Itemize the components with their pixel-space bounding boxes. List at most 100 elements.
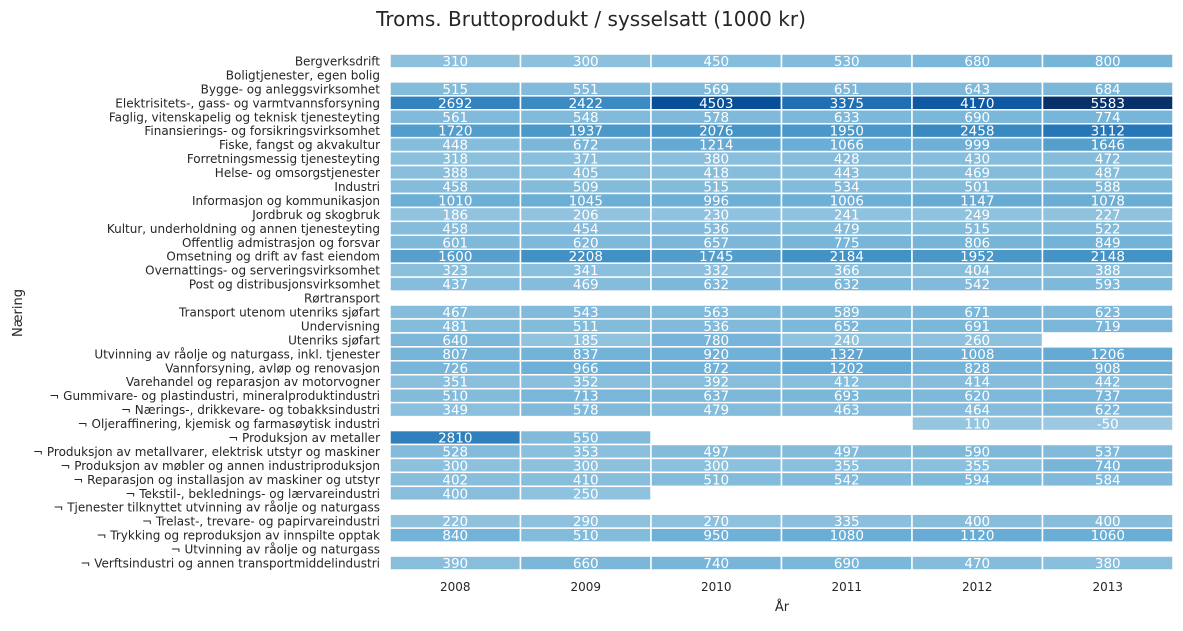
cell-value-label: 1008 [960,347,994,363]
row-tick-label: Finansierings- og forsikringsvirksomhet [144,124,380,138]
cell-value-label: 1206 [1091,347,1125,363]
cell-value-label: 719 [1095,319,1121,335]
cell-value-label: 450 [703,54,729,70]
cell-value-label: 536 [703,221,729,237]
cell-value-label: 410 [573,472,599,488]
row-tick-label: ¬ Reparasjon og installasjon av maskiner… [73,473,380,487]
row-tick-label: ¬ Nærings-, drikkevare- og tobakksindust… [121,403,380,417]
cell-value-label: 672 [573,138,599,154]
cell-value-label: 404 [964,263,990,279]
cell-value-label: 479 [703,403,729,419]
cell-value-label: 1952 [960,249,994,265]
heatmap-cell [1041,527,1174,543]
cell-value-label: 501 [964,179,990,195]
row-tick-label: Faglig, vitenskapelig og teknisk tjenest… [109,110,380,124]
cell-value-label: 371 [573,152,599,168]
cell-value-label: 2208 [569,249,603,265]
cell-value-label: 550 [573,431,599,447]
cell-value-label: 2184 [830,249,864,265]
cell-value-label: 542 [834,472,860,488]
row-tick-label: ¬ Produksjon av møbler og annen industri… [60,459,380,473]
row-tick-label: ¬ Utvinning av råolje og naturgass [171,543,380,557]
cell-value-label: 637 [703,389,729,405]
cell-value-label: 388 [1095,263,1121,279]
cell-value-label: 908 [1095,361,1121,377]
cell-value-label: 1080 [830,528,864,544]
cell-value-label: 589 [834,305,860,321]
cell-value-label: 522 [1095,221,1121,237]
row-tick-label: Omsetning og drift av fast eiendom [166,250,380,264]
cell-value-label: 623 [1095,305,1121,321]
row-tick-label: Vannforsyning, avløp og renovasjon [165,361,380,375]
cell-value-label: 551 [573,82,599,98]
cell-value-label: 510 [703,472,729,488]
cell-value-label: 840 [442,528,468,544]
cell-value-label: 1010 [438,193,472,209]
cell-value-label: 1745 [699,249,733,265]
cell-value-label: 1060 [1091,528,1125,544]
cell-value-label: 800 [1095,54,1121,70]
cell-value-label: 726 [442,361,468,377]
cell-value-label: 511 [573,319,599,335]
cell-value-label: 588 [1095,179,1121,195]
cell-value-label: 657 [703,235,729,251]
cell-value-label: 260 [964,333,990,349]
cell-value-label: 186 [442,207,468,223]
cell-value-label: 355 [834,458,860,474]
cell-value-label: 2422 [569,96,603,112]
row-tick-label: Elektrisitets-, gass- og varmtvannsforsy… [115,96,380,110]
cell-value-label: 1720 [438,124,472,140]
cell-value-label: 622 [1095,403,1121,419]
cell-value-label: 693 [834,389,860,405]
cell-value-label: 241 [834,207,860,223]
column-tick-label: 2011 [831,580,862,594]
cell-value-label: 4170 [960,96,994,112]
cell-value-label: 534 [834,179,860,195]
row-tick-label: Utvinning av råolje og naturgass, inkl. … [94,347,380,361]
cell-value-label: 300 [573,54,599,70]
row-tick-label: ¬ Oljeraffinering, kjemisk og farmasøyti… [78,417,380,431]
cell-value-label: 578 [703,110,729,126]
cell-value-label: 469 [573,277,599,293]
row-tick-label: Boligtjenester, egen bolig [226,68,380,82]
cell-value-label: 1078 [1091,193,1125,209]
cell-value-label: 412 [834,375,860,391]
cell-value-label: 442 [1095,375,1121,391]
cell-value-label: 713 [573,389,599,405]
cell-value-label: 1214 [699,138,733,154]
cell-value-label: 388 [442,166,468,182]
cell-value-label: 584 [1095,472,1121,488]
row-tick-label: Forretningsmessig tjenesteyting [187,152,380,166]
cell-value-label: 318 [442,152,468,168]
cell-value-label: 740 [1095,458,1121,474]
cell-value-label: 240 [834,333,860,349]
cell-value-label: 593 [1095,277,1121,293]
cell-value-label: 660 [573,556,599,572]
cell-value-label: 515 [442,82,468,98]
cell-value-label: 380 [1095,556,1121,572]
cell-value-label: 400 [1095,514,1121,530]
row-tick-label: Undervisning [301,319,380,333]
row-tick-label: Offentlig admistrasjon og forsvar [182,236,380,250]
cell-value-label: 542 [964,277,990,293]
cell-value-label: 643 [964,82,990,98]
row-tick-label: Rørtransport [304,292,380,306]
cell-value-label: 353 [573,444,599,460]
cell-value-label: 481 [442,319,468,335]
cell-value-label: -50 [1097,417,1119,433]
cell-value-label: 380 [703,152,729,168]
cell-value-label: 300 [703,458,729,474]
heatmap-cells [389,53,1174,571]
cell-value-label: 497 [834,444,860,460]
cell-value-label: 780 [703,333,729,349]
cell-value-label: 323 [442,263,468,279]
cell-value-label: 355 [964,458,990,474]
cell-value-label: 497 [703,444,729,460]
cell-value-label: 633 [834,110,860,126]
cell-value-label: 2148 [1091,249,1125,265]
cell-value-label: 561 [442,110,468,126]
row-tick-label: ¬ Verftsindustri og annen transportmidde… [80,557,380,571]
cell-value-label: 537 [1095,444,1121,460]
